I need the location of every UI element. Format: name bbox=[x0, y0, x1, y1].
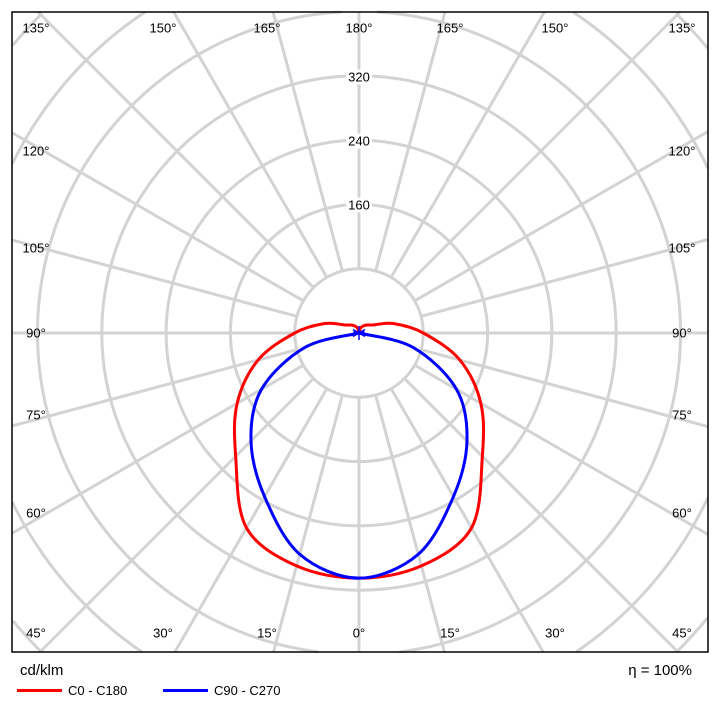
grid-spoke bbox=[403, 10, 682, 289]
grid-spoke bbox=[374, 11, 447, 272]
angle-label: 135° bbox=[668, 20, 696, 36]
grid-spoke bbox=[36, 10, 315, 289]
grid-spoke bbox=[173, 387, 329, 653]
grid-ring bbox=[36, 10, 682, 654]
angle-label: 90° bbox=[672, 325, 692, 341]
angle-label: 105° bbox=[668, 240, 696, 256]
angle-label: 45° bbox=[26, 625, 46, 641]
efficiency-label: η = 100% bbox=[628, 662, 692, 679]
angle-label: 150° bbox=[149, 20, 177, 36]
grid-spoke bbox=[413, 363, 709, 536]
angle-label: 120° bbox=[668, 143, 696, 159]
grid-ring bbox=[10, 10, 710, 654]
angle-label: 150° bbox=[541, 20, 569, 36]
angle-label: 15° bbox=[257, 625, 277, 641]
legend-swatch-red bbox=[17, 689, 62, 692]
grid-spoke bbox=[389, 11, 546, 279]
legend-item-c90-c270: C90 - C270 bbox=[163, 683, 280, 698]
angle-label: 165° bbox=[436, 20, 464, 36]
grid-spoke bbox=[420, 238, 709, 318]
angle-label: 45° bbox=[672, 625, 692, 641]
grid-spoke bbox=[11, 238, 298, 318]
star-stroke bbox=[352, 328, 366, 338]
grid-spoke bbox=[413, 130, 709, 303]
grid-spoke bbox=[271, 11, 344, 272]
radial-tick-label: 160 bbox=[346, 197, 372, 213]
angle-label: 75° bbox=[26, 407, 46, 423]
grid-spoke bbox=[11, 363, 305, 535]
grid-spoke bbox=[374, 394, 446, 653]
angle-label: 75° bbox=[672, 407, 692, 423]
legend-item-c0-c180: C0 - C180 bbox=[17, 683, 127, 698]
angle-label: 165° bbox=[253, 20, 281, 36]
grid-spoke bbox=[11, 131, 305, 303]
radial-tick-label: 320 bbox=[346, 69, 372, 85]
grid-spoke bbox=[389, 387, 545, 653]
angle-label: 30° bbox=[545, 625, 565, 641]
chart-frame bbox=[11, 11, 709, 653]
center-star-icon bbox=[352, 326, 366, 340]
radial-tick-label: 240 bbox=[346, 133, 372, 149]
grid-spoke bbox=[172, 11, 329, 279]
angle-label: 90° bbox=[26, 325, 46, 341]
grid-spoke bbox=[420, 348, 709, 428]
grid-ring bbox=[11, 12, 709, 653]
angle-label: 15° bbox=[440, 625, 460, 641]
angle-label: 120° bbox=[22, 143, 50, 159]
angle-label: 30° bbox=[153, 625, 173, 641]
angle-label: 135° bbox=[22, 20, 50, 36]
legend-label: C90 - C270 bbox=[214, 683, 281, 698]
legend-swatch-blue bbox=[163, 689, 208, 692]
legend-label: C0 - C180 bbox=[68, 683, 128, 698]
grid-spoke bbox=[11, 348, 298, 428]
angle-label: 180° bbox=[345, 20, 373, 36]
angle-label: 0° bbox=[352, 625, 366, 641]
unit-label: cd/klm bbox=[20, 662, 64, 679]
angle-label: 60° bbox=[672, 505, 692, 521]
series-curve-1 bbox=[249, 330, 469, 580]
angle-label: 105° bbox=[22, 240, 50, 256]
angle-label: 60° bbox=[26, 505, 46, 521]
grid-spoke bbox=[272, 394, 344, 653]
